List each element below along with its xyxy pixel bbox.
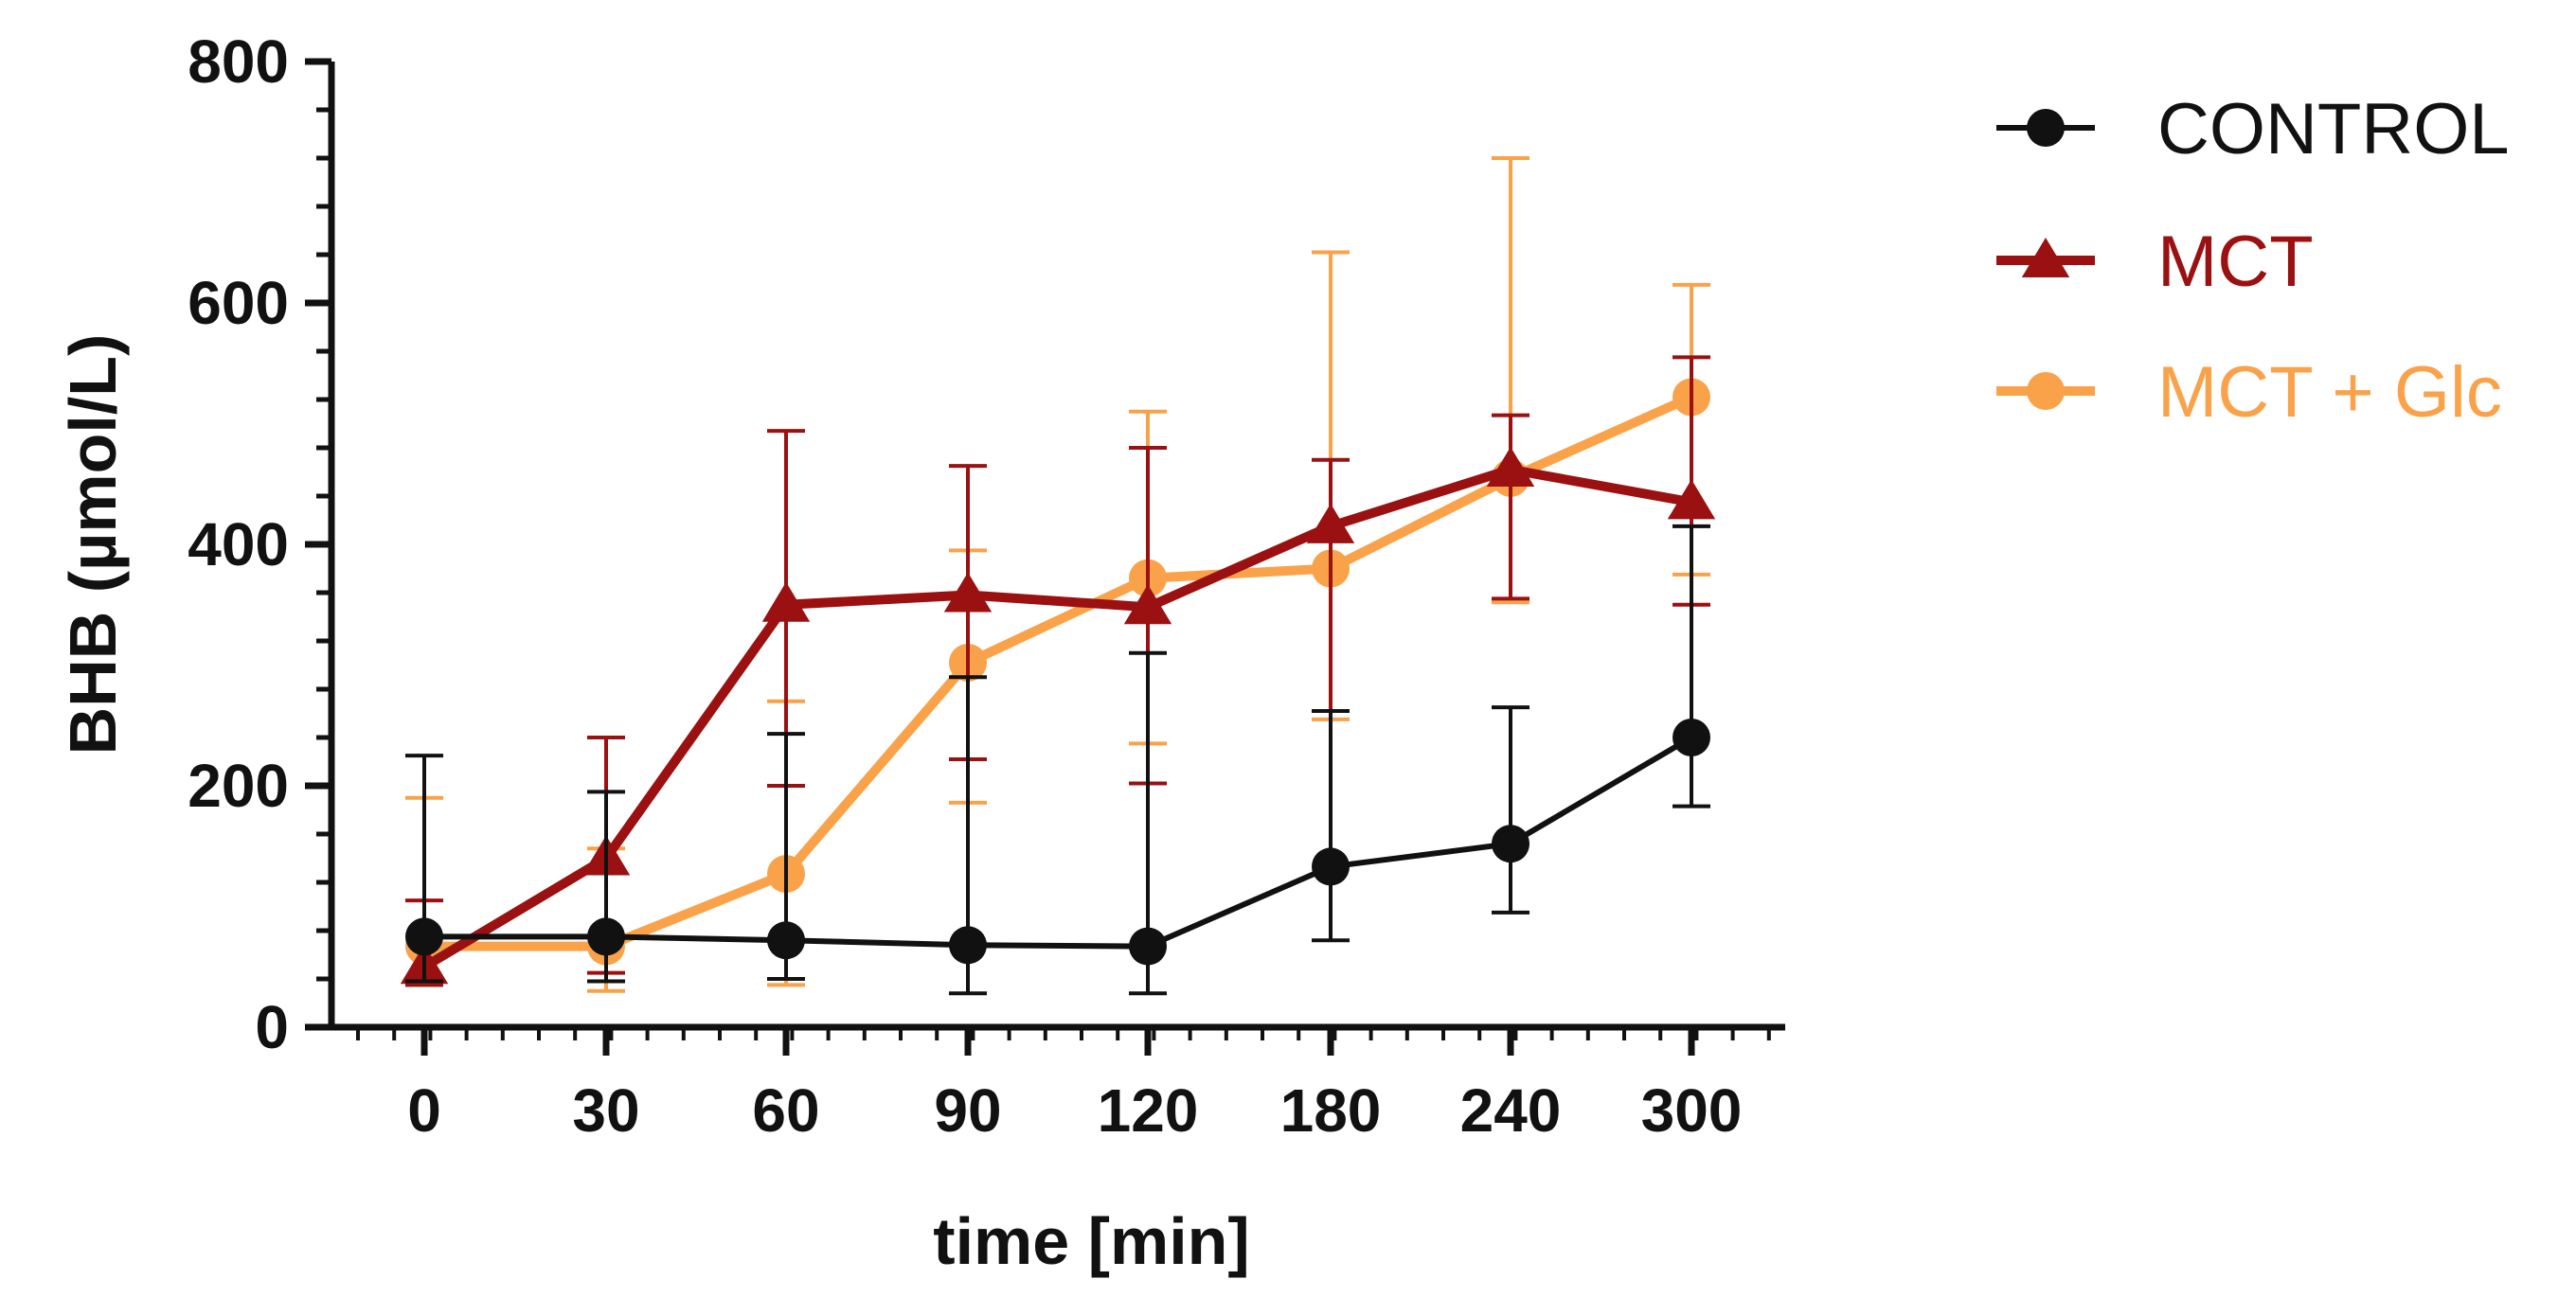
data-point: [1312, 847, 1350, 886]
y-axis-title: BHB (µmol/L): [56, 334, 130, 755]
legend-item: MCT + Glc: [1996, 352, 2502, 433]
legend: CONTROL MCT MCT + Glc: [1996, 89, 2510, 433]
data-point: [943, 572, 993, 613]
x-tick-label: 30: [572, 1076, 639, 1145]
x-tick-label: 90: [934, 1076, 1001, 1145]
series-mct: [400, 355, 1716, 987]
y-tick-label: 400: [188, 510, 289, 578]
legend-marker: [2027, 109, 2065, 147]
series-line: [424, 392, 1694, 951]
legend-marker: [2027, 372, 2065, 410]
x-tick-label: 0: [407, 1076, 441, 1145]
x-tick-label: 180: [1280, 1076, 1382, 1145]
data-point: [1306, 503, 1355, 543]
data-point: [1673, 719, 1710, 756]
x-tick-label: 240: [1460, 1076, 1562, 1145]
legend-label: CONTROL: [2157, 89, 2510, 169]
x-axis-title: time [min]: [933, 1204, 1249, 1278]
legend-marker: [2021, 238, 2070, 277]
y-tick-label: 0: [255, 993, 289, 1061]
axes: 0 200 400 600 800 0 30 60 90 120 180 240 300 time [mi…: [56, 27, 1785, 1278]
series-layer: [400, 156, 1716, 996]
data-point: [949, 926, 987, 965]
data-point: [1486, 446, 1535, 487]
legend-label: MCT + Glc: [2157, 352, 2502, 433]
series-line: [424, 735, 1693, 950]
y-tick-label: 200: [188, 752, 289, 820]
data-point: [405, 917, 443, 956]
data-point: [1667, 479, 1716, 520]
x-tick-label: 60: [752, 1076, 819, 1145]
legend-label: MCT: [2157, 222, 2314, 302]
data-point: [1123, 584, 1172, 625]
data-point: [1129, 927, 1167, 966]
data-point: [767, 921, 805, 960]
data-point: [761, 581, 811, 622]
data-point: [1492, 825, 1530, 863]
series-line: [421, 464, 1692, 971]
x-tick-label: 300: [1641, 1076, 1743, 1145]
legend-item: CONTROL: [1996, 89, 2510, 169]
series-control: [405, 524, 1710, 996]
y-tick-label: 800: [188, 27, 289, 96]
legend-item: MCT: [1996, 222, 2314, 302]
data-point: [587, 917, 625, 956]
x-tick-label: 120: [1098, 1076, 1199, 1145]
y-tick-label: 600: [188, 269, 289, 337]
